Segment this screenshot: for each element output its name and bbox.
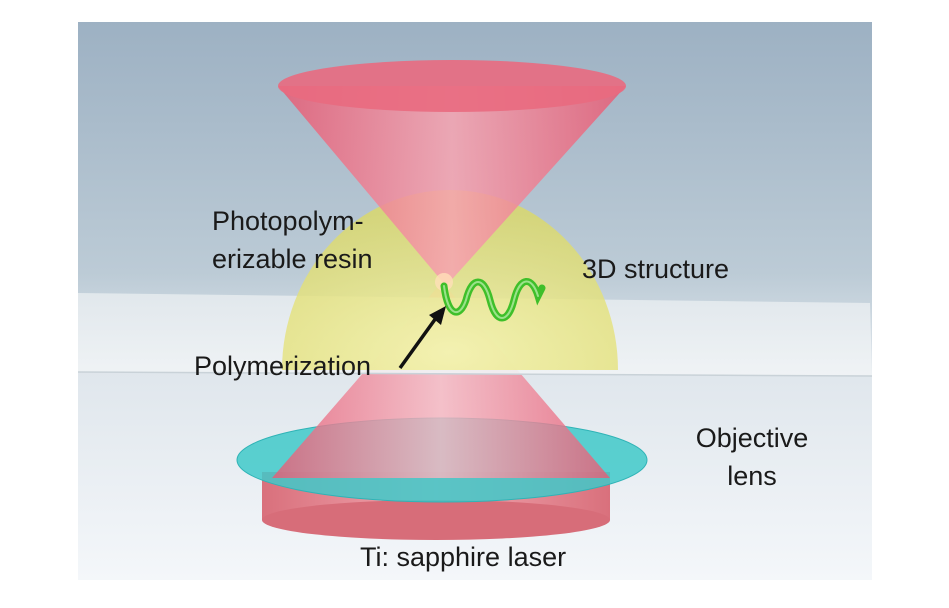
label-3d-structure: 3D structure: [582, 254, 729, 284]
laser-cone-bottom: [272, 282, 610, 478]
polymerization-arrow: [398, 306, 446, 370]
label-objective-line2: lens: [727, 461, 777, 491]
label-resin-line2: erizable resin: [212, 244, 373, 274]
label-resin-line1: Photopolym-: [212, 206, 364, 236]
glass-slide-edge: [77, 371, 873, 377]
label-objective-line1: Objective: [696, 423, 809, 453]
laser-cone-top: [278, 60, 626, 286]
label-laser: Ti: sapphire laser: [360, 542, 566, 572]
label-polymerization: Polymerization: [194, 351, 371, 381]
polymerized-helix-highlight: [443, 280, 539, 319]
focal-point: [435, 273, 453, 291]
